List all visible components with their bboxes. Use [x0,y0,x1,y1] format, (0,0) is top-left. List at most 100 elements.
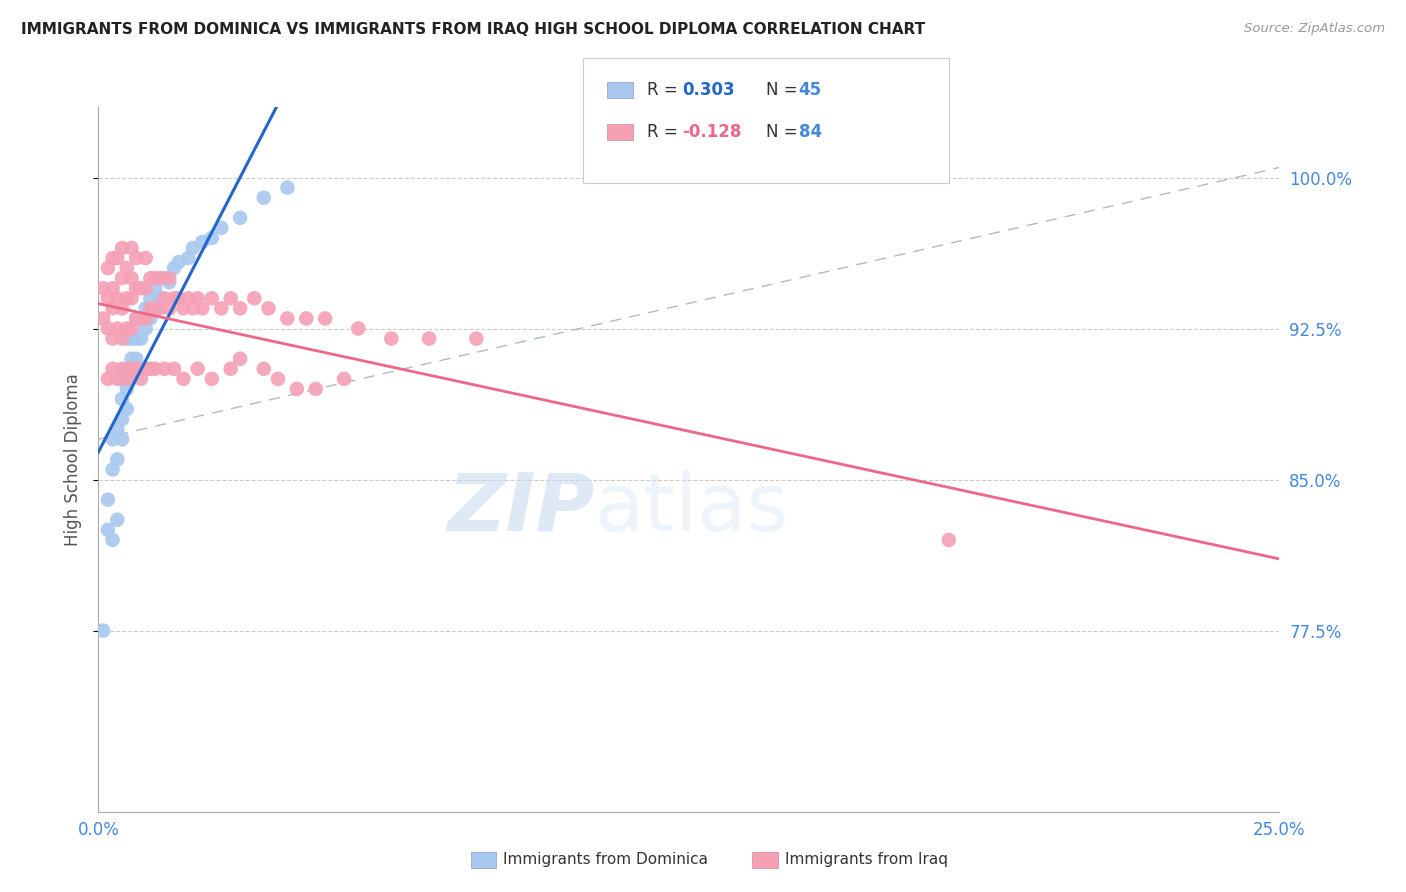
Point [111,372,134,386]
Point [135,251,157,265]
Text: 45: 45 [799,81,821,99]
Point [111,361,134,376]
Point [143,281,166,295]
Point [125,351,148,366]
Point [157,271,180,285]
Point [101,533,124,547]
Point [111,241,134,255]
Text: 0.303: 0.303 [682,81,734,99]
Point [121,332,143,346]
Point [153,271,176,285]
Point [129,311,152,326]
Text: ZIP: ZIP [447,470,595,548]
Point [172,372,194,386]
Point [135,281,157,295]
Point [115,402,138,417]
Point [105,452,128,467]
Point [101,301,124,316]
Point [149,301,172,316]
Point [149,271,172,285]
Point [209,301,232,316]
Point [163,361,186,376]
Point [201,291,224,305]
Point [149,291,172,305]
Point [135,321,157,335]
Point [163,261,186,276]
Point [105,321,128,335]
Point [139,311,162,326]
Point [91,311,114,326]
Point [115,372,138,386]
Text: R =: R = [647,123,683,141]
Point [121,271,143,285]
Point [253,191,276,205]
Point [129,332,152,346]
Point [285,382,308,396]
Point [115,261,138,276]
Point [143,301,166,316]
Point [105,422,128,436]
Point [181,241,204,255]
Point [111,301,134,316]
Point [143,271,166,285]
Point [97,492,120,507]
Point [229,301,252,316]
Point [97,291,120,305]
Point [135,311,157,326]
Point [276,180,298,194]
Point [125,311,148,326]
Point [257,301,280,316]
Y-axis label: High School Diploma: High School Diploma [63,373,82,546]
Point [229,351,252,366]
Point [465,332,488,346]
Text: Source: ZipAtlas.com: Source: ZipAtlas.com [1244,22,1385,36]
Point [229,211,252,225]
Point [139,291,162,305]
Point [111,412,134,426]
Text: Immigrants from Iraq: Immigrants from Iraq [785,853,948,867]
Point [314,311,336,326]
Point [135,361,157,376]
Point [163,291,186,305]
Point [253,361,276,376]
Point [111,332,134,346]
Point [101,361,124,376]
Point [181,301,204,316]
Point [125,251,148,265]
Point [125,332,148,346]
Point [135,301,157,316]
Text: R =: R = [647,81,683,99]
Text: Immigrants from Dominica: Immigrants from Dominica [503,853,709,867]
Point [187,291,209,305]
Point [121,291,143,305]
Point [111,271,134,285]
Point [101,332,124,346]
Point [219,291,242,305]
Point [191,235,214,249]
Point [111,392,134,406]
Point [167,255,190,269]
Point [105,372,128,386]
Text: 84: 84 [799,123,821,141]
Text: IMMIGRANTS FROM DOMINICA VS IMMIGRANTS FROM IRAQ HIGH SCHOOL DIPLOMA CORRELATION: IMMIGRANTS FROM DOMINICA VS IMMIGRANTS F… [21,22,925,37]
Point [101,251,124,265]
Point [121,321,143,335]
Point [105,513,128,527]
Point [139,361,162,376]
Point [219,361,242,376]
Point [177,251,200,265]
Point [191,301,214,316]
Point [101,281,124,295]
Point [121,351,143,366]
Point [91,624,114,638]
Point [153,361,176,376]
Point [157,275,180,289]
Point [347,321,370,335]
Point [121,372,143,386]
Point [139,271,162,285]
Point [172,301,194,316]
Point [153,291,176,305]
Point [115,361,138,376]
Point [115,321,138,335]
Point [201,231,224,245]
